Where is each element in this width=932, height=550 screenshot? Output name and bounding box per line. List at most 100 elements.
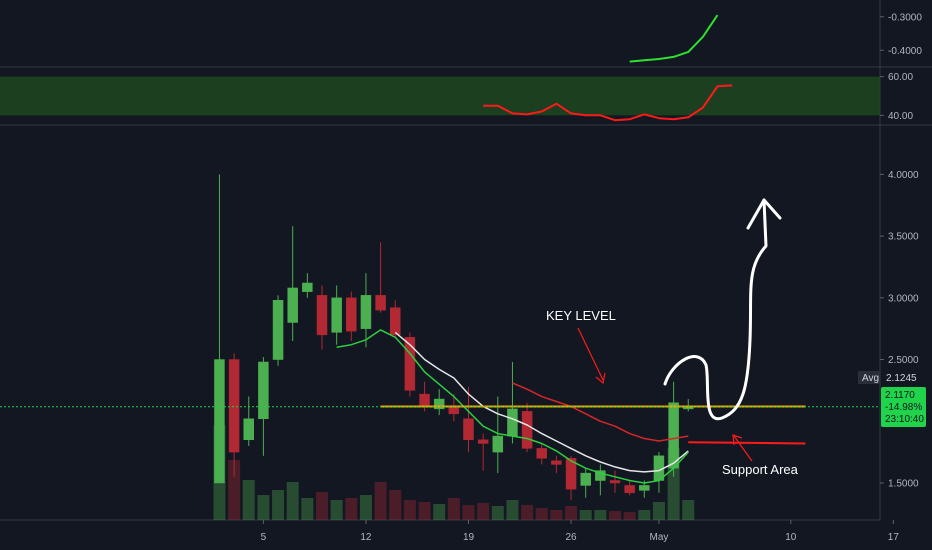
volume-bar: [682, 500, 695, 520]
moving-averages: [336, 329, 689, 484]
candle-body: [639, 485, 650, 491]
candle-body: [331, 297, 342, 333]
volume-bar: [491, 506, 504, 520]
key-level-label: KEY LEVEL: [546, 308, 616, 323]
volume-bar: [565, 506, 578, 520]
candle-body: [595, 470, 606, 481]
last-price-badge: [881, 387, 926, 427]
price-tick-label: 4.0000: [888, 170, 919, 181]
candle-body: [668, 402, 679, 469]
candle-body: [346, 297, 357, 332]
candle-body: [521, 411, 533, 449]
time-tick-label: 19: [463, 532, 475, 543]
candle-body: [536, 448, 547, 459]
key-level-pointer-head: [595, 372, 606, 385]
volume-bar: [330, 500, 343, 520]
candle-body: [302, 282, 313, 292]
volume-bar: [403, 500, 416, 520]
candle-body: [609, 480, 621, 484]
volume-bar: [652, 502, 665, 520]
candle-body: [258, 361, 269, 420]
candle-body: [390, 307, 401, 336]
volume-bar: [316, 492, 328, 520]
price-tick-label: 3.0000: [888, 293, 919, 304]
rsi-band: [0, 76, 880, 116]
price-change: -14.98%: [885, 402, 922, 413]
volume-bar: [257, 495, 270, 520]
candle-body: [551, 460, 562, 465]
support-area-label: Support Area: [722, 462, 799, 477]
volume-bar: [301, 498, 314, 520]
candle-body: [580, 472, 591, 486]
candlesticks: [214, 174, 694, 501]
volume-bar: [477, 503, 490, 520]
bar-countdown: 23:10:40: [885, 414, 924, 425]
volume-bar: [345, 498, 358, 520]
candle-body: [448, 406, 460, 415]
time-tick-label: 10: [785, 532, 797, 543]
candle-body: [492, 435, 504, 453]
volume-bar: [433, 504, 446, 520]
candle-body: [316, 295, 328, 336]
volume-bars: [213, 425, 695, 520]
projection-arrow-head: [746, 198, 782, 230]
candle-body: [214, 359, 225, 484]
time-tick-label: May: [649, 532, 668, 543]
volume-bar: [550, 510, 563, 520]
volume-bar: [521, 505, 534, 520]
candle-body: [375, 295, 386, 311]
support-pointer-head: [732, 434, 743, 446]
oscillator-tick-label: -0.4000: [888, 46, 922, 57]
volume-bar: [609, 511, 621, 520]
indicator-lines: [483, 14, 733, 122]
support-pointer: [733, 435, 753, 462]
support-line: [688, 441, 806, 445]
candle-body: [272, 300, 284, 360]
volume-bar: [286, 482, 299, 520]
candle-body: [404, 337, 416, 391]
candle-body: [419, 393, 430, 407]
time-tick-label: 26: [565, 532, 577, 543]
time-tick-label: 12: [360, 532, 372, 543]
volume-bar: [389, 490, 402, 520]
volume-bar: [579, 510, 592, 520]
axis-labels: 4.0000 3.5000 3.0000 2.5000 1.5000 -0.3000 -0.…: [261, 12, 923, 543]
volume-bar: [638, 510, 651, 520]
last-price-value: 2.1170: [885, 390, 915, 401]
candle-body: [433, 398, 445, 410]
time-tick-label: 5: [261, 532, 267, 543]
candle-body: [624, 485, 635, 494]
candle-body: [360, 295, 372, 329]
price-tick-label: 1.5000: [888, 478, 919, 489]
volume-bar: [374, 482, 387, 520]
price-tick-label: 3.5000: [888, 232, 919, 243]
candle-body: [228, 359, 240, 453]
volume-bar: [228, 460, 241, 520]
oscillator-tick-label: -0.3000: [888, 12, 922, 23]
ema-red-line: [512, 382, 689, 442]
ema-green-line: [336, 329, 689, 484]
oscillator-line: [629, 14, 719, 63]
ema-white-line: [394, 331, 689, 473]
projection-arrow: [663, 198, 768, 421]
candle-body: [477, 439, 489, 444]
volume-bar: [623, 512, 636, 520]
candle-body: [463, 418, 474, 441]
candle-body: [243, 418, 254, 441]
key-level-pointer: [577, 327, 604, 381]
volume-bar: [506, 500, 519, 520]
avg-tag-box: [858, 371, 880, 384]
price-tick-label: 2.5000: [888, 355, 919, 366]
candle-body: [287, 287, 298, 323]
volume-bar: [594, 510, 607, 520]
volume-bar: [535, 508, 548, 520]
avg-tag: Avg: [862, 373, 879, 384]
volume-bar: [359, 495, 372, 520]
time-tick-label: 17: [888, 532, 900, 543]
volume-bar: [447, 498, 460, 520]
volume-bar: [462, 505, 475, 520]
avg-value: 2.1245: [886, 373, 917, 384]
volume-bar: [418, 502, 431, 520]
